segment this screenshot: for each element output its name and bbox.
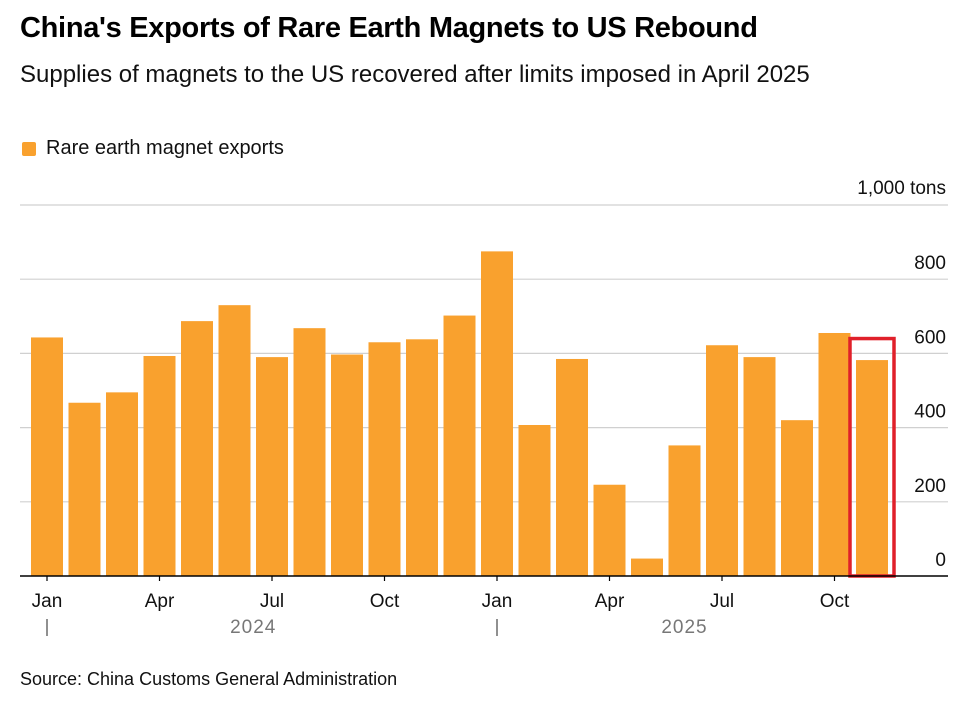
x-tick-label: Jul: [710, 591, 734, 612]
bar: [331, 354, 363, 576]
y-tick-label: 0: [935, 550, 946, 571]
bar: [518, 425, 551, 576]
bar: [218, 305, 251, 576]
bar: [856, 360, 888, 576]
bar: [106, 392, 138, 576]
bar: [368, 342, 401, 576]
axis-labels: 0 200 400 600 800 1,000 tons Jan Apr Jul Oct Jan Ap…: [32, 178, 946, 638]
bar: [68, 402, 101, 576]
bar: [443, 315, 476, 576]
y-tick-label: 200: [914, 476, 946, 497]
bar: [781, 420, 813, 576]
x-tick-label: Jan: [32, 591, 63, 612]
x-tick-label: Oct: [370, 591, 400, 612]
bar: [706, 345, 738, 576]
chart-subtitle: Supplies of magnets to the US recovered …: [20, 61, 810, 88]
bar: [143, 355, 176, 576]
y-tick-label: 600: [914, 327, 946, 348]
y-unit-label: 1,000 tons: [857, 178, 946, 199]
y-tick-label: 400: [914, 402, 946, 423]
chart-title: China's Exports of Rare Earth Magnets to…: [20, 12, 758, 44]
x-tick-label: Apr: [595, 591, 625, 612]
bar: [556, 358, 588, 576]
x-tick-label: Apr: [145, 591, 175, 612]
bar: [593, 484, 626, 576]
bar: [256, 357, 288, 576]
bar: [631, 558, 663, 576]
x-tick-label: Jan: [482, 591, 513, 612]
bar: [481, 251, 513, 576]
bar: [406, 339, 438, 576]
bar: [181, 321, 213, 576]
bars: [31, 251, 888, 576]
x-tick-label: Oct: [820, 591, 850, 612]
legend-swatch: [22, 141, 36, 156]
bar: [31, 337, 63, 576]
bar: [743, 357, 776, 576]
bar: [818, 332, 851, 576]
bar: [293, 328, 326, 576]
x-tick-label: Jul: [260, 591, 284, 612]
legend: Rare earth magnet exports: [22, 137, 284, 160]
year-label: 2024: [230, 617, 276, 638]
source-note: Source: China Customs General Administra…: [20, 669, 398, 689]
legend-label: Rare earth magnet exports: [46, 137, 284, 159]
y-tick-label: 800: [914, 253, 946, 274]
year-label: 2025: [661, 617, 707, 638]
axes: [20, 336, 948, 636]
bar: [668, 445, 701, 576]
